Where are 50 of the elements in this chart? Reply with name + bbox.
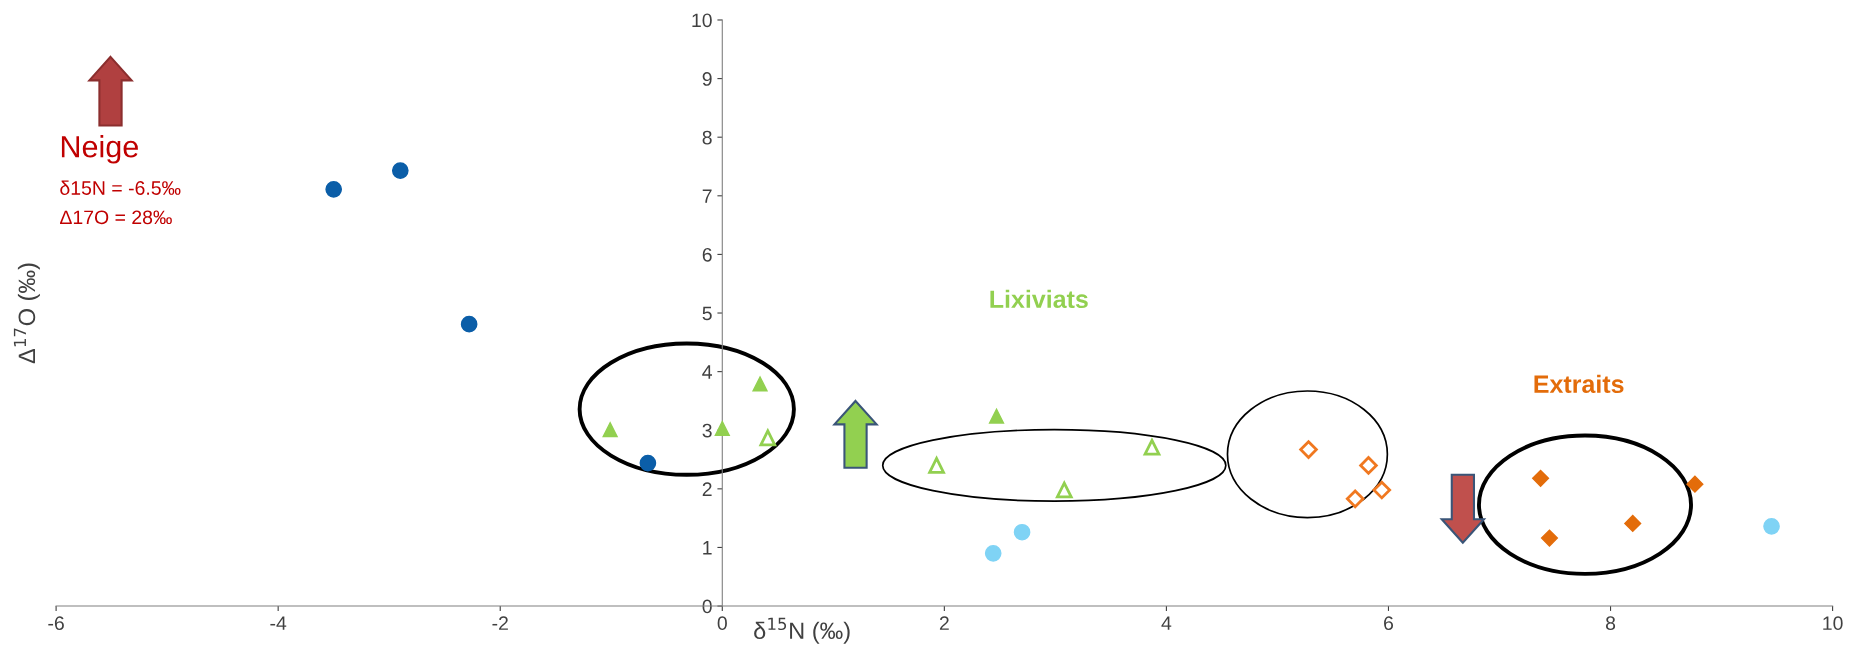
y-tick-label: 10 xyxy=(692,13,712,28)
point xyxy=(988,408,1005,424)
point xyxy=(1345,489,1365,509)
annotation: Δ17O = 28‰ xyxy=(60,210,172,225)
point xyxy=(639,454,657,472)
x-tick-label: 4 xyxy=(1161,616,1172,630)
x-tick-label: 10 xyxy=(1823,616,1843,631)
point xyxy=(1540,529,1559,547)
x-tick-label: 0 xyxy=(717,616,727,631)
y-tick-label: 5 xyxy=(702,306,712,321)
annotation: Lixiviats xyxy=(990,289,1088,309)
annotation: Extraits xyxy=(1534,374,1624,394)
point xyxy=(460,315,478,333)
point xyxy=(1624,514,1642,532)
point xyxy=(1013,523,1031,541)
point xyxy=(1532,469,1550,487)
point xyxy=(928,457,945,474)
point xyxy=(759,429,777,447)
y-tick-label: 3 xyxy=(702,423,712,438)
annotation: δ15N = -6.5‰ xyxy=(60,180,181,195)
point xyxy=(1055,481,1073,499)
point xyxy=(1299,440,1318,459)
point xyxy=(1143,438,1161,456)
point xyxy=(714,420,730,437)
point xyxy=(984,544,1002,562)
y-tick-label: 7 xyxy=(702,189,712,203)
x-axis-title: δ$^{15}$N (‰) xyxy=(754,617,850,644)
x-tick-label: 2 xyxy=(939,616,949,630)
y-tick-label: 9 xyxy=(702,72,712,86)
x-tick-label: -6 xyxy=(48,616,64,631)
point xyxy=(1686,475,1704,493)
point xyxy=(325,181,343,198)
point xyxy=(1763,518,1780,535)
point xyxy=(602,422,618,438)
point xyxy=(752,376,768,392)
x-tick-label: -2 xyxy=(492,616,508,630)
point xyxy=(1372,480,1392,500)
y-tick-label: 8 xyxy=(702,130,712,145)
point xyxy=(391,162,409,179)
y-tick-label: 6 xyxy=(702,247,712,262)
annotation: Neige xyxy=(61,135,138,164)
y-tick-label: 4 xyxy=(702,365,712,379)
y-tick-label: 2 xyxy=(702,482,712,496)
x-tick-label: 8 xyxy=(1605,616,1616,631)
point xyxy=(1359,456,1378,475)
y-tick-label: 0 xyxy=(702,599,712,614)
x-tick-label: 6 xyxy=(1384,616,1394,631)
y-axis-title: Δ$^{17}$O (‰) xyxy=(13,263,40,364)
y-tick-label: 1 xyxy=(703,541,712,555)
x-tick-label: -4 xyxy=(270,616,287,630)
